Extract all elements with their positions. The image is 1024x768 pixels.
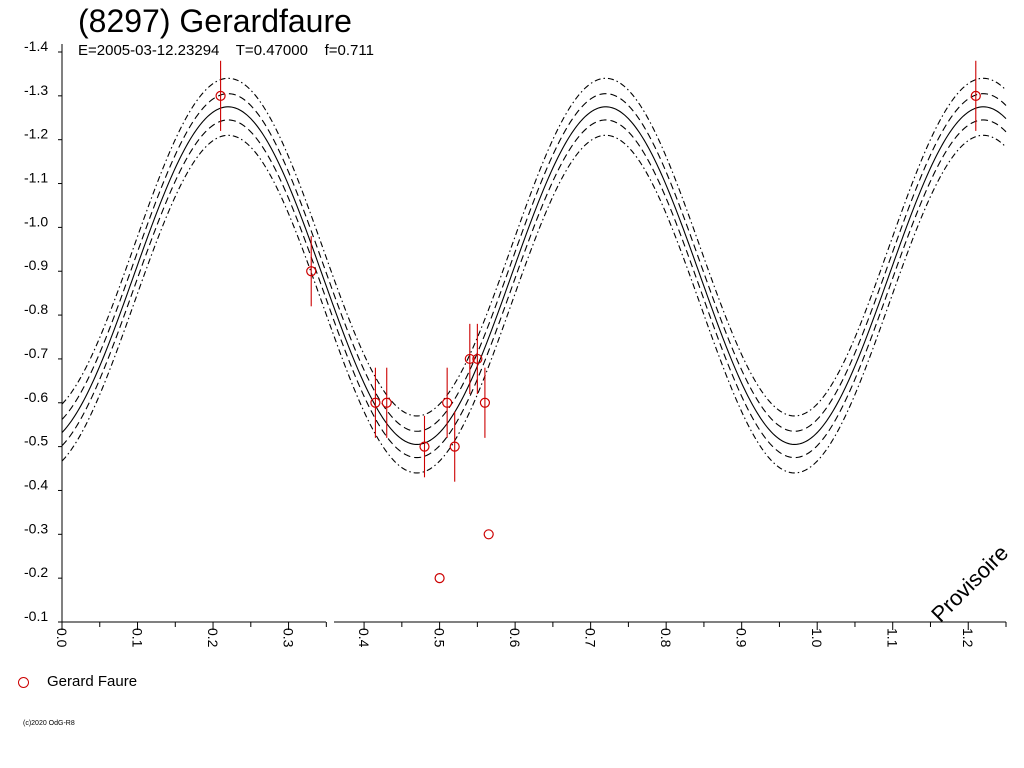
model-curves [61, 77, 1007, 474]
data-point [483, 529, 494, 540]
legend-circle-icon [18, 676, 29, 688]
x-tick-label: 0.9 [734, 628, 750, 648]
x-tick-label: 1.0 [809, 628, 825, 648]
data-point [479, 397, 491, 408]
x-tick-label: 0.4 [356, 628, 372, 648]
x-tick-label: 0.8 [658, 628, 674, 648]
model-curve-dashdot-lower [61, 134, 1007, 474]
x-tick-label: 0.6 [507, 628, 523, 648]
x-tick-label: 0.7 [583, 628, 599, 648]
x-tick-label: 1.2 [960, 628, 976, 648]
y-tick-label: -1.0 [24, 213, 48, 229]
model-curve-dashed-lower [61, 119, 1007, 459]
y-tick-label: -0.3 [24, 520, 48, 536]
y-tick-label: -0.9 [24, 257, 48, 273]
y-tick-label: -1.4 [24, 38, 48, 54]
x-tick-label: 0.1 [130, 628, 146, 648]
y-tick-label: -0.6 [24, 389, 48, 405]
y-tick-label: -0.5 [24, 433, 48, 449]
model-curve-solid [61, 106, 1007, 445]
chart-axes: -1.4 -1.3 -1.2 -1.1 -1.0 -0.9 -0.8 -0.7 -0.6 -0.5… [24, 38, 1007, 648]
data-point [306, 266, 317, 277]
x-tick-label: 0.5 [432, 628, 448, 648]
chart-subtitle: E=2005-03-12.23294 T=0.47000 f=0.711 [78, 42, 374, 59]
y-tick-label: -1.2 [24, 126, 48, 142]
y-tick-label: -0.7 [24, 345, 48, 361]
chart-title: (8297) Gerardfaure [78, 3, 352, 39]
legend: Gerard Faure [18, 673, 137, 691]
x-tick-label: 0.3 [281, 628, 297, 648]
data-point [449, 441, 460, 452]
data-point [434, 573, 445, 584]
data-point [442, 397, 453, 408]
data-point [370, 397, 381, 408]
data-point [970, 90, 981, 101]
data-point [419, 441, 430, 452]
data-point [381, 397, 392, 408]
y-tick-label: -0.8 [24, 301, 48, 317]
x-tick-label: 0.2 [205, 628, 221, 648]
y-tick-label: -0.2 [24, 564, 48, 580]
data-points [215, 60, 981, 584]
x-tick-label: 1.1 [885, 628, 901, 648]
data-point [472, 353, 483, 365]
y-tick-label: -0.4 [24, 476, 48, 492]
legend-label: Gerard Faure [47, 673, 138, 690]
y-tick-label: -1.1 [24, 170, 48, 186]
copyright-notice: (c)2020 OdG-R8 [23, 720, 75, 727]
data-point [215, 90, 226, 101]
x-tick-label: 0.0 [54, 628, 70, 648]
y-tick-label: -0.1 [24, 608, 48, 624]
data-point [464, 353, 475, 365]
model-curve-dashed-upper [61, 93, 1007, 432]
model-curve-dashdot-upper [61, 77, 1007, 417]
y-tick-label: -1.3 [24, 82, 48, 98]
